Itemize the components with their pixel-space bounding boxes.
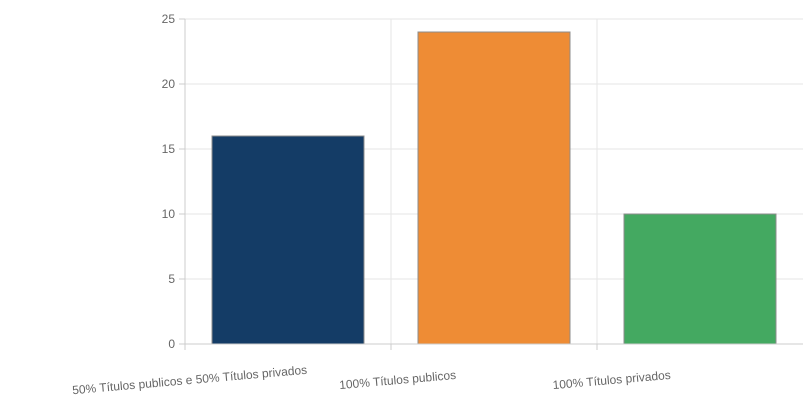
labels: 0 5 10 15 20 25 50% Títulos publicos e 50% Tít…: [72, 12, 672, 397]
y-tick-label: 25: [162, 12, 176, 26]
y-tick-label: 15: [162, 142, 176, 156]
x-category-label: 100% Títulos publicos: [339, 368, 457, 392]
x-category-label: 50% Títulos publicos e 50% Títulos priva…: [72, 363, 308, 397]
y-tick-label: 0: [168, 337, 175, 351]
y-tick-label: 20: [162, 77, 176, 91]
bar-1[interactable]: [211, 135, 365, 345]
y-tick-label: 10: [162, 207, 176, 221]
x-category-label: 100% Títulos privados: [552, 368, 671, 392]
bars: [211, 31, 777, 345]
y-tick-label: 5: [168, 272, 175, 286]
bar-3[interactable]: [623, 213, 777, 345]
axes: [179, 18, 803, 350]
bar-2[interactable]: [417, 31, 571, 345]
